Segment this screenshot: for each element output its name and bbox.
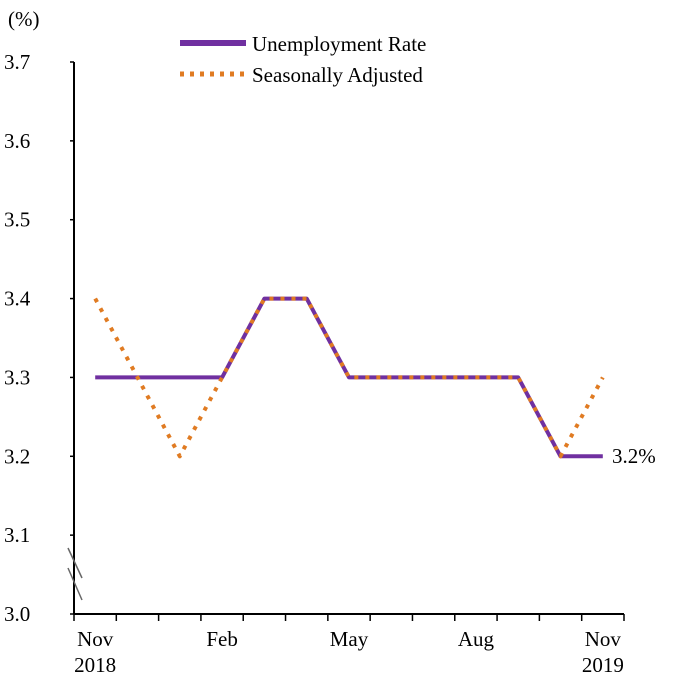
legend-label-unemployment-rate: Unemployment Rate [252, 32, 426, 56]
y-tick-label: 3.2 [4, 444, 30, 468]
x-tick-label: Aug [458, 627, 495, 651]
x-tick-year-label: 2018 [74, 653, 116, 677]
end-value-annotation: 3.2% [612, 444, 656, 468]
x-tick-label: Nov [585, 627, 622, 651]
x-tick-label: Feb [206, 627, 238, 651]
y-tick-label: 3.1 [4, 523, 30, 547]
x-tick-label: Nov [77, 627, 114, 651]
y-tick-label: 3.3 [4, 365, 30, 389]
series-layer [93, 296, 605, 459]
y-tick-label: 3.5 [4, 208, 30, 232]
series-line-seasonally-adjusted [93, 296, 605, 459]
series-line-unemployment-rate [95, 296, 603, 459]
y-tick-label: 3.0 [4, 602, 30, 626]
y-ticks: 3.0 3.1 3.2 3.3 3.4 3.5 3.6 3.7 [4, 50, 74, 626]
y-tick-label: 3.6 [4, 129, 30, 153]
y-tick-label: 3.4 [4, 287, 31, 311]
x-tick-label: May [330, 627, 369, 651]
legend: Unemployment Rate Seasonally Adjusted [180, 32, 426, 87]
legend-label-seasonally-adjusted: Seasonally Adjusted [252, 63, 423, 87]
x-tick-year-label: 2019 [582, 653, 624, 677]
y-unit-label: (%) [8, 7, 39, 31]
y-tick-label: 3.7 [4, 50, 30, 74]
axis-break-mark [67, 547, 83, 601]
